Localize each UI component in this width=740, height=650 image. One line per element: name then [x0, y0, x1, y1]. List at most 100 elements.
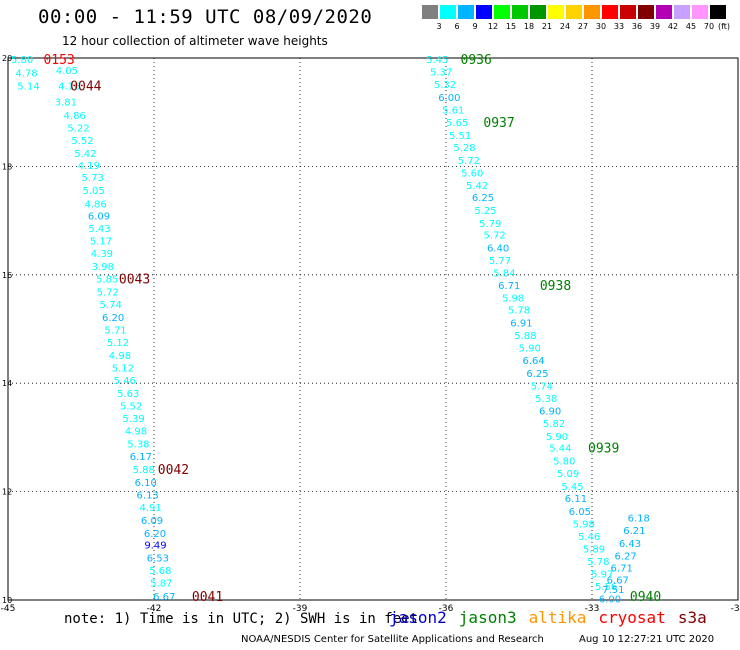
wave-height-value: 6.09 — [88, 212, 110, 223]
footer-timestamp: Aug 10 12:27:21 UTC 2020 — [579, 634, 715, 645]
legend-swatch — [692, 5, 708, 19]
wave-height-value: 5.42 — [74, 149, 96, 160]
wave-height-value: 5.43 — [88, 224, 110, 235]
y-tick-label: 10 — [2, 596, 12, 605]
y-tick-label: 14 — [2, 379, 12, 388]
wave-height-value: 5.42 — [466, 181, 488, 192]
wave-height-value: 4.86 — [84, 199, 106, 210]
legend-label: 3 — [436, 22, 442, 31]
wave-height-value: 7.51 — [602, 585, 624, 596]
wave-height-value: 5.87 — [150, 579, 172, 590]
time-label: 0044 — [70, 80, 101, 95]
wave-height-value: 5.38 — [535, 394, 557, 405]
wave-height-value: 5.65 — [446, 118, 468, 129]
time-label: 0938 — [540, 279, 571, 294]
wave-height-value: 4.98 — [125, 426, 147, 437]
x-tick-label: -30 — [731, 604, 740, 614]
legend-label: 70 — [703, 22, 715, 31]
legend-swatch — [710, 5, 726, 19]
wave-height-value: 5.98 — [502, 294, 524, 305]
wave-height-value: 6.71 — [611, 563, 633, 574]
wave-height-value: 5.89 — [583, 545, 605, 556]
wave-height-value: 4.86 — [64, 111, 86, 122]
wave-height-value: 6.17 — [130, 452, 152, 463]
legend-swatch — [422, 5, 438, 19]
wave-height-value: 5.79 — [479, 219, 501, 230]
legend-label: 9 — [472, 22, 478, 31]
wave-height-value: 5.84 — [493, 269, 515, 280]
wave-height-value: 5.14 — [17, 82, 39, 93]
wave-height-value: 5.52 — [71, 136, 93, 147]
wave-height-value: 6.00 — [438, 93, 460, 104]
time-label: 0153 — [43, 53, 74, 68]
wave-height-value: 6.25 — [526, 369, 548, 380]
wave-height-value: 4.78 — [15, 69, 37, 80]
wave-height-value: 4.91 — [139, 503, 161, 514]
wave-height-value: 6.67 — [607, 575, 629, 586]
x-tick-label: -39 — [293, 604, 308, 614]
wave-height-value: 6.53 — [147, 554, 169, 565]
page-title: 00:00 - 11:59 UTC 08/09/2020 — [38, 6, 373, 28]
wave-height-value: 5.56 — [595, 582, 617, 593]
legend-swatch — [602, 5, 618, 19]
legend-swatch — [530, 5, 546, 19]
time-label: 0042 — [158, 463, 189, 478]
legend-label: 18 — [523, 22, 535, 31]
wave-height-value: 5.25 — [474, 206, 496, 217]
wave-height-value: 5.12 — [112, 363, 134, 374]
wave-height-value: 6.20 — [102, 313, 124, 324]
wave-height-value: 5.80 — [553, 457, 575, 468]
time-label: 0936 — [461, 53, 492, 68]
legend-label: 33 — [613, 22, 625, 31]
legend-swatch — [674, 5, 690, 19]
legend-label: 6 — [454, 22, 460, 31]
legend-swatch — [638, 5, 654, 19]
time-label: 0940 — [630, 590, 661, 605]
wave-height-value: 4.39 — [91, 249, 113, 260]
legend-label: 15 — [505, 22, 517, 31]
legend-swatch — [440, 5, 456, 19]
page-subtitle: 12 hour collection of altimeter wave hei… — [62, 34, 328, 48]
legend-label: 12 — [487, 22, 499, 31]
time-label: 0937 — [483, 116, 514, 131]
wave-height-value: 5.82 — [543, 419, 565, 430]
wave-height-value: 5.28 — [453, 143, 475, 154]
legend-label: 39 — [649, 22, 661, 31]
wave-height-value: 5.17 — [90, 237, 112, 248]
wave-height-value: 5.46 — [578, 532, 600, 543]
y-tick-label: 16 — [2, 271, 12, 280]
legend-swatch — [620, 5, 636, 19]
plot-frame — [7, 57, 739, 601]
legend-unit: (ft) — [718, 22, 731, 31]
wave-height-value: 5.72 — [97, 288, 119, 299]
legend-swatch — [548, 5, 564, 19]
y-tick-label: 20 — [2, 54, 12, 63]
y-tick-label: 18 — [2, 162, 12, 171]
wave-height-value: 5.88 — [514, 331, 536, 342]
wave-height-value: 5.77 — [489, 256, 511, 267]
wave-height-value: 5.97 — [591, 569, 613, 580]
wave-height-value: 5.61 — [442, 105, 464, 116]
wave-height-value: 4.05 — [56, 66, 78, 77]
legend-swatch — [566, 5, 582, 19]
y-tick-label: 12 — [2, 488, 12, 497]
wave-height-value: 6.40 — [487, 244, 509, 255]
wave-height-value: 5.05 — [83, 186, 105, 197]
satellite-jason3: jason3 — [458, 608, 517, 627]
footer-credit: NOAA/NESDIS Center for Satellite Applica… — [241, 634, 544, 645]
satellite-jason2: jason2 — [389, 608, 447, 627]
wave-height-value: 6.05 — [569, 507, 591, 518]
satellite-cryosat: cryosat — [598, 608, 666, 627]
wave-height-value: 5.71 — [104, 326, 126, 337]
legend-label: 36 — [631, 22, 643, 31]
x-tick-label: -45 — [1, 604, 16, 614]
wave-height-value: 6.18 — [628, 514, 650, 525]
wave-height-value: 5.38 — [127, 439, 149, 450]
legend-label: 27 — [577, 22, 589, 31]
wave-height-value: 5.44 — [549, 444, 571, 455]
wave-height-value: 5.51 — [449, 131, 471, 142]
legend-label: 24 — [559, 22, 571, 31]
wave-height-value: 6.09 — [141, 516, 163, 527]
wave-height-value: 5.90 — [546, 432, 568, 443]
wave-height-value: 6.25 — [472, 193, 494, 204]
